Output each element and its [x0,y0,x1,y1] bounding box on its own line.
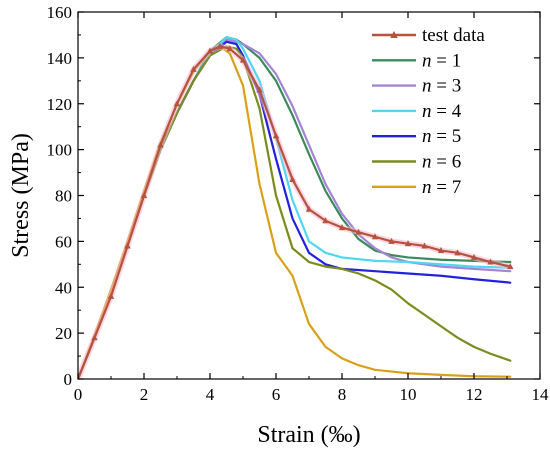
y-tick-label: 60 [55,232,72,251]
test-data-point [140,192,148,198]
y-tick-label: 20 [55,324,72,343]
legend-value: = 5 [432,126,462,147]
test-data-point [305,205,313,212]
legend-item: n = 1 [372,50,461,71]
series-layer [78,36,514,379]
test-data-point [507,263,514,270]
legend-item: n = 6 [372,152,461,173]
x-tick-label: 12 [466,385,483,404]
test-data-point [206,47,214,54]
test-data-point [322,217,329,224]
legend-label: n = 1 [422,50,461,71]
test-data-point [371,233,379,240]
test-data-point [272,132,280,139]
legend-variable: n [422,152,432,173]
legend-item: test data [372,25,485,46]
legend-value: = 3 [432,76,462,97]
legend-label: test data [422,25,485,46]
test-data-point [470,253,478,260]
legend-variable: n [422,126,432,147]
legend-value: = 1 [432,50,462,71]
x-tick-label: 8 [338,385,347,404]
y-tick-label: 100 [47,141,73,160]
legend-label: n = 3 [422,76,461,97]
x-tick-label: 4 [206,385,215,404]
legend-label: n = 6 [422,152,461,173]
test-data-point [487,258,494,265]
x-tick-label: 0 [74,385,83,404]
x-tick-label: 2 [140,385,149,404]
legend-item: n = 3 [372,76,461,97]
legend-label: n = 5 [422,126,461,147]
legend-value: = 6 [432,152,462,173]
legend-marker [390,31,398,38]
test-data-point [216,42,224,49]
legend-value: = 4 [432,101,462,122]
test-data-point [239,56,247,63]
legend-variable: n [422,101,432,122]
y-tick-label: 120 [47,95,73,114]
series-line [78,45,512,379]
test-data-point [226,45,233,52]
x-axis-title: Strain (‰) [257,422,360,448]
x-tick-label: 6 [272,385,281,404]
test-data-point [338,224,346,231]
test-data-point [107,292,115,299]
test-data-point [289,175,296,182]
test-data-point [437,247,445,254]
test-data-point [190,65,197,72]
legend-variable: n [422,76,432,97]
legend-item: n = 7 [372,177,461,198]
legend-label: n = 7 [422,177,461,198]
test-data-point [173,100,181,107]
test-data-point [124,242,131,249]
test-data-point [454,249,461,256]
test-data-point [355,228,362,235]
y-tick-label: 140 [47,49,73,68]
test-data-point [388,237,395,244]
legend-variable: n [422,50,432,71]
test-data-point [157,141,164,148]
y-tick-label: 160 [47,3,73,22]
y-tick-label: 80 [55,187,72,206]
test-data-point [256,86,263,93]
test-data-point [404,240,412,247]
legend-item: n = 5 [372,126,461,147]
y-tick-label: 0 [64,370,73,389]
legend-variable: n [422,177,432,198]
series-test-data [78,42,514,379]
x-tick-label: 14 [532,385,550,404]
legend-label: n = 4 [422,101,462,122]
legend-value: = 7 [432,177,462,198]
x-tick-label: 10 [400,385,417,404]
y-tick-label: 40 [55,278,72,297]
legend-item: n = 4 [372,101,462,122]
test-data-point [421,242,428,249]
test-data-point [91,334,98,341]
y-axis-title: Stress (MPa) [8,133,34,258]
